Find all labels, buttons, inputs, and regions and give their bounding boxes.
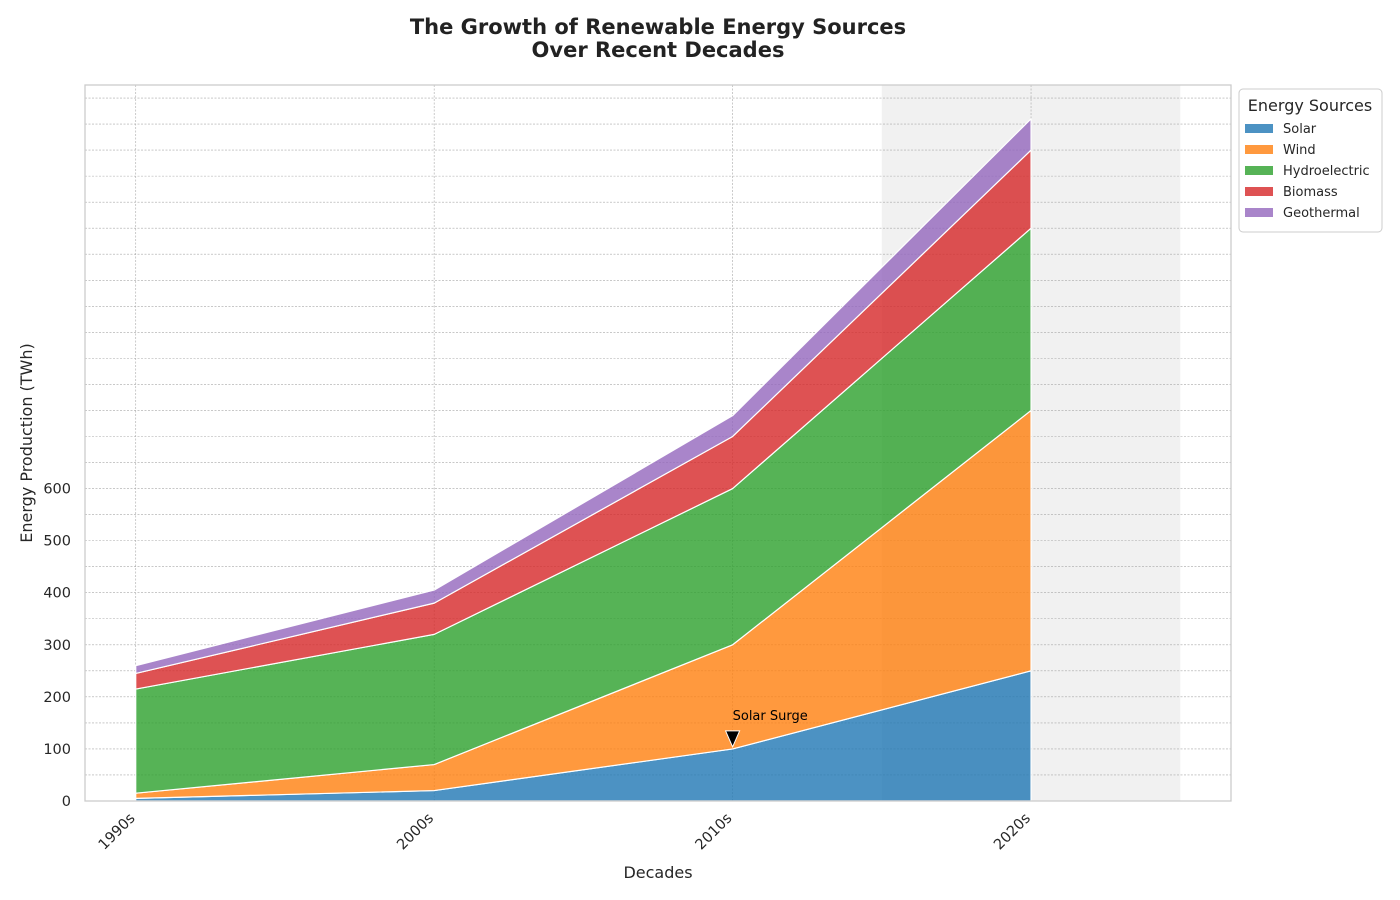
y-tick-label: 500 <box>43 534 71 550</box>
y-tick-label: 300 <box>43 638 71 654</box>
legend-label-wind: Wind <box>1283 143 1316 158</box>
x-tick-label: 2000s <box>394 811 437 854</box>
legend-swatch-wind <box>1245 145 1273 154</box>
chart-title-line-1: The Growth of Renewable Energy Sources <box>410 15 906 39</box>
x-tick-label: 1990s <box>96 811 139 854</box>
annotation-text: Solar Surge <box>733 709 808 724</box>
x-tick-label: 2020s <box>991 811 1034 854</box>
legend-label-solar: Solar <box>1283 122 1317 137</box>
legend-swatch-solar <box>1245 124 1273 133</box>
legend-label-biomass: Biomass <box>1283 185 1338 200</box>
legend-label-hydroelectric: Hydroelectric <box>1283 164 1370 179</box>
annotation-arrow <box>724 730 741 749</box>
legend-title: Energy Sources <box>1248 96 1372 115</box>
y-tick-label: 600 <box>43 482 71 498</box>
y-tick-label: 0 <box>62 794 71 810</box>
y-axis-ticks: 0 100 200 300 400 500 600 <box>43 482 71 810</box>
legend-swatch-geothermal <box>1245 208 1273 217</box>
legend: Energy Sources Solar Wind Hydroelectric Biom… <box>1238 88 1383 233</box>
x-axis-label: Decades <box>623 863 692 882</box>
legend-box <box>1238 88 1383 233</box>
area-geothermal <box>135 118 1032 675</box>
legend-swatch-hydroelectric <box>1245 166 1273 175</box>
y-tick-label: 100 <box>43 742 71 758</box>
legend-label-geothermal: Geothermal <box>1283 206 1360 221</box>
y-axis-label: Energy Production (TWh) <box>17 343 36 543</box>
legend-swatch-biomass <box>1245 187 1273 196</box>
plot-frame <box>84 84 1232 802</box>
x-tick-label: 2010s <box>693 811 736 854</box>
chart-title-line-2: Over Recent Decades <box>532 38 785 62</box>
annotations: Solar Surge <box>724 709 808 749</box>
y-tick-label: 400 <box>43 586 71 602</box>
x-axis-ticks: 1990s 2000s 2010s 2020s <box>96 811 1034 854</box>
y-tick-label: 200 <box>43 690 71 706</box>
